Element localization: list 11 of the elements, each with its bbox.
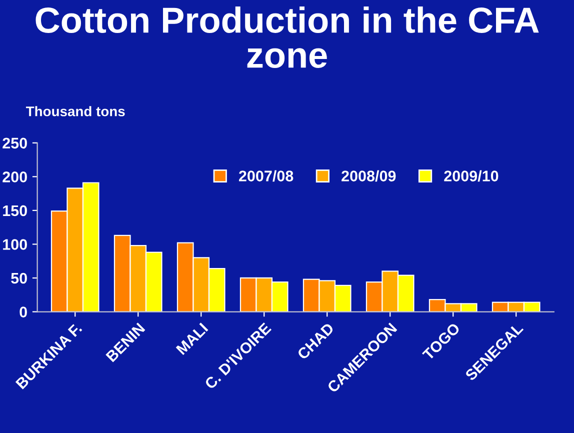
y-axis-title: Thousand tons bbox=[26, 106, 125, 116]
legend-label: 2007/08 bbox=[238, 170, 294, 182]
y-tick-label: 150 bbox=[3, 205, 27, 216]
legend-label: 2008/09 bbox=[342, 170, 396, 182]
chart-title: Cotton Production in the CFA zone bbox=[36, 6, 539, 68]
legend-label: 2009/10 bbox=[444, 170, 498, 182]
y-tick-label: 0 bbox=[20, 306, 27, 318]
y-tick-label: 50 bbox=[11, 272, 27, 284]
y-tick-label: 100 bbox=[3, 239, 27, 250]
y-tick-label: 250 bbox=[2, 138, 27, 149]
y-tick-label: 200 bbox=[2, 172, 27, 182]
